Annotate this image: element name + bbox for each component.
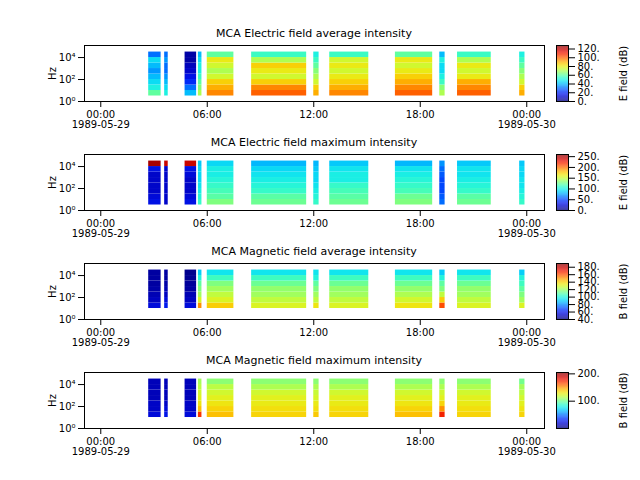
svg-text:E field (dB): E field (dB) <box>618 46 629 101</box>
svg-text:10²: 10² <box>59 74 76 85</box>
svg-text:06:00: 06:00 <box>193 327 222 338</box>
svg-text:00:001989-05-30: 00:001989-05-30 <box>498 436 556 457</box>
svg-text:200.: 200. <box>578 162 600 173</box>
svg-text:Hz: Hz <box>47 285 58 298</box>
svg-text:Hz: Hz <box>47 394 58 407</box>
svg-text:12:00: 12:00 <box>299 218 328 229</box>
svg-text:10⁴: 10⁴ <box>59 379 76 390</box>
svg-text:00:001989-05-29: 00:001989-05-29 <box>72 218 130 239</box>
svg-text:120.: 120. <box>578 43 600 54</box>
svg-text:0.: 0. <box>577 95 587 107</box>
svg-text:E field (dB): E field (dB) <box>618 155 629 210</box>
svg-text:0.: 0. <box>578 205 588 216</box>
html-text:MCA Electric field maximum int: MCA Electric field maximum intensity <box>210 136 418 149</box>
svg-text:10²: 10² <box>59 401 76 412</box>
svg-text:18:00: 18:00 <box>406 109 435 120</box>
svg-text:18:00: 18:00 <box>406 436 435 447</box>
svg-text:80.: 80. <box>577 60 594 72</box>
svg-text:180.: 180. <box>578 261 600 272</box>
svg-text:B field (dB): B field (dB) <box>618 373 629 429</box>
svg-text:06:00: 06:00 <box>193 436 222 447</box>
svg-text:10⁰: 10⁰ <box>59 314 76 325</box>
svg-text:10⁴: 10⁴ <box>59 161 76 172</box>
svg-text:00:001989-05-30: 00:001989-05-30 <box>498 109 556 130</box>
svg-text:12:00: 12:00 <box>299 436 328 447</box>
svg-text:40.: 40. <box>577 78 594 90</box>
svg-text:12:00: 12:00 <box>299 109 328 120</box>
svg-text:18:00: 18:00 <box>406 327 435 338</box>
svg-text:250.: 250. <box>578 151 600 162</box>
svg-text:10⁰: 10⁰ <box>59 205 76 216</box>
svg-text:10⁴: 10⁴ <box>59 270 76 281</box>
html-text:MCA Magnetic field maximum int: MCA Magnetic field maximum intensity <box>206 354 422 367</box>
svg-text:100.: 100. <box>578 183 600 194</box>
svg-text:60.: 60. <box>577 306 594 318</box>
svg-text:50.: 50. <box>578 194 594 205</box>
svg-text:00:001989-05-29: 00:001989-05-29 <box>72 327 130 348</box>
html-text:MCA Electric field average int: MCA Electric field average intensity <box>216 27 412 40</box>
svg-text:100.: 100. <box>578 395 600 406</box>
svg-text:00:001989-05-29: 00:001989-05-29 <box>72 436 130 457</box>
svg-text:06:00: 06:00 <box>193 109 222 120</box>
svg-text:100.: 100. <box>577 52 600 63</box>
svg-text:10⁰: 10⁰ <box>59 423 76 434</box>
svg-text:12:00: 12:00 <box>299 327 328 338</box>
svg-text:10⁰: 10⁰ <box>59 96 76 107</box>
svg-text:150.: 150. <box>578 172 600 183</box>
svg-text:160.: 160. <box>577 268 600 280</box>
svg-text:120.: 120. <box>577 283 600 295</box>
svg-text:B field (dB): B field (dB) <box>618 264 629 320</box>
svg-text:06:00: 06:00 <box>193 218 222 229</box>
svg-text:Hz: Hz <box>47 176 58 189</box>
svg-text:10²: 10² <box>59 292 76 303</box>
html-text:MCA Magnetic field average int: MCA Magnetic field average intensity <box>211 245 417 258</box>
svg-text:00:001989-05-29: 00:001989-05-29 <box>72 109 130 130</box>
svg-text:20.: 20. <box>577 86 594 98</box>
svg-text:10²: 10² <box>59 183 76 194</box>
svg-text:140.: 140. <box>577 276 600 288</box>
svg-text:Hz: Hz <box>47 67 58 80</box>
svg-text:60.: 60. <box>577 69 594 81</box>
svg-text:40.: 40. <box>577 313 594 325</box>
svg-text:10⁴: 10⁴ <box>59 52 76 63</box>
svg-text:200.: 200. <box>578 368 600 379</box>
svg-text:18:00: 18:00 <box>406 218 435 229</box>
svg-text:80.: 80. <box>577 298 594 310</box>
svg-text:00:001989-05-30: 00:001989-05-30 <box>498 218 556 239</box>
svg-text:00:001989-05-30: 00:001989-05-30 <box>498 327 556 348</box>
svg-text:100.: 100. <box>577 291 600 303</box>
